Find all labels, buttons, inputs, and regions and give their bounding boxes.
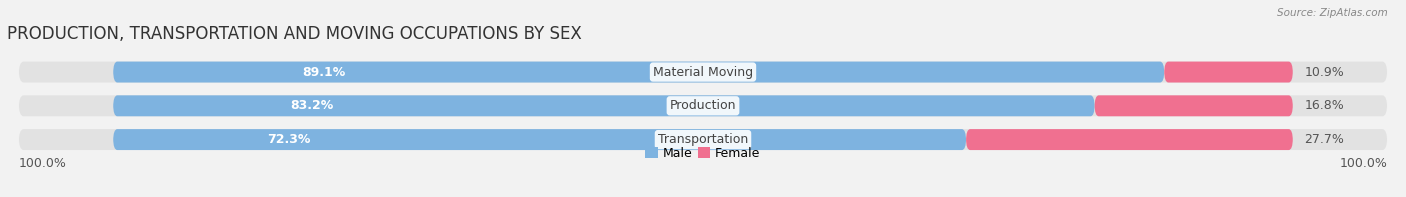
Text: 89.1%: 89.1%: [302, 66, 346, 79]
FancyBboxPatch shape: [114, 62, 1164, 83]
Text: Material Moving: Material Moving: [652, 66, 754, 79]
Text: 27.7%: 27.7%: [1305, 133, 1344, 146]
Text: Source: ZipAtlas.com: Source: ZipAtlas.com: [1277, 8, 1388, 18]
Text: 72.3%: 72.3%: [267, 133, 311, 146]
FancyBboxPatch shape: [18, 95, 1388, 116]
FancyBboxPatch shape: [966, 129, 1292, 150]
Text: Production: Production: [669, 99, 737, 112]
Text: 100.0%: 100.0%: [18, 157, 66, 170]
Text: 100.0%: 100.0%: [1340, 157, 1388, 170]
FancyBboxPatch shape: [114, 95, 1095, 116]
Text: 83.2%: 83.2%: [290, 99, 333, 112]
FancyBboxPatch shape: [1164, 62, 1292, 83]
Text: Transportation: Transportation: [658, 133, 748, 146]
Legend: Male, Female: Male, Female: [641, 142, 765, 165]
Text: PRODUCTION, TRANSPORTATION AND MOVING OCCUPATIONS BY SEX: PRODUCTION, TRANSPORTATION AND MOVING OC…: [7, 25, 582, 43]
Text: 10.9%: 10.9%: [1305, 66, 1344, 79]
FancyBboxPatch shape: [114, 129, 966, 150]
FancyBboxPatch shape: [18, 62, 1388, 83]
Text: 16.8%: 16.8%: [1305, 99, 1344, 112]
FancyBboxPatch shape: [18, 129, 1388, 150]
FancyBboxPatch shape: [1095, 95, 1292, 116]
